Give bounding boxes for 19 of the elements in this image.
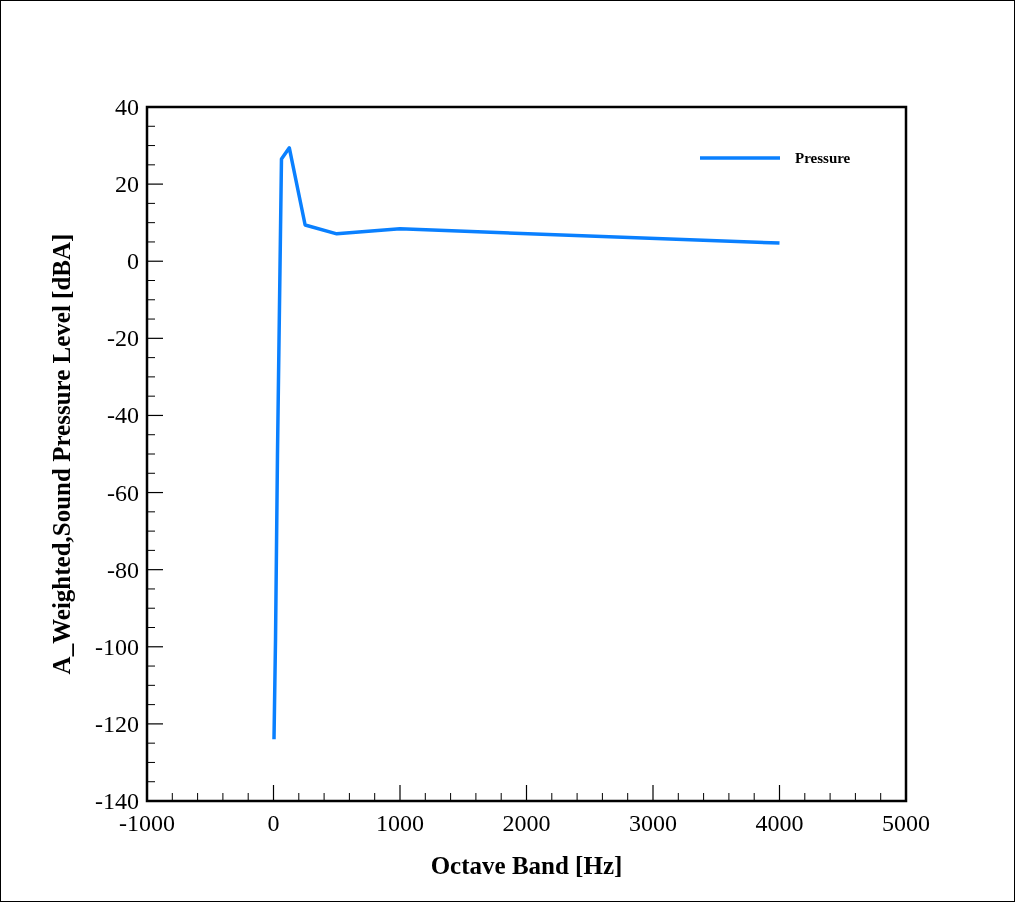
y-tick-label: -20 <box>107 325 139 352</box>
x-tick-label: 5000 <box>882 810 930 836</box>
x-axis-title: Octave Band [Hz] <box>430 852 623 879</box>
x-tick-label: 1000 <box>376 810 424 836</box>
x-tick-label: 4000 <box>755 810 804 836</box>
text: Pressure <box>795 150 851 166</box>
y-tick-label: 20 <box>115 171 139 198</box>
y-tick-label: -80 <box>107 556 139 583</box>
y-tick-label: -60 <box>107 479 139 506</box>
y-tick-label: -40 <box>107 402 139 429</box>
x-tick-label: 2000 <box>502 810 551 836</box>
y-tick-label: -100 <box>95 633 139 660</box>
y-tick-label: -120 <box>95 710 139 737</box>
y-tick-label: 0 <box>127 248 139 275</box>
line-series <box>272 146 782 742</box>
y-axis-title: A_Weighted,Sound Pressure Level [dBA] <box>48 233 75 675</box>
y-tick-label: 40 <box>115 94 139 120</box>
x-tick-label: 3000 <box>629 810 677 836</box>
x-tick-label: 0 <box>267 810 280 836</box>
